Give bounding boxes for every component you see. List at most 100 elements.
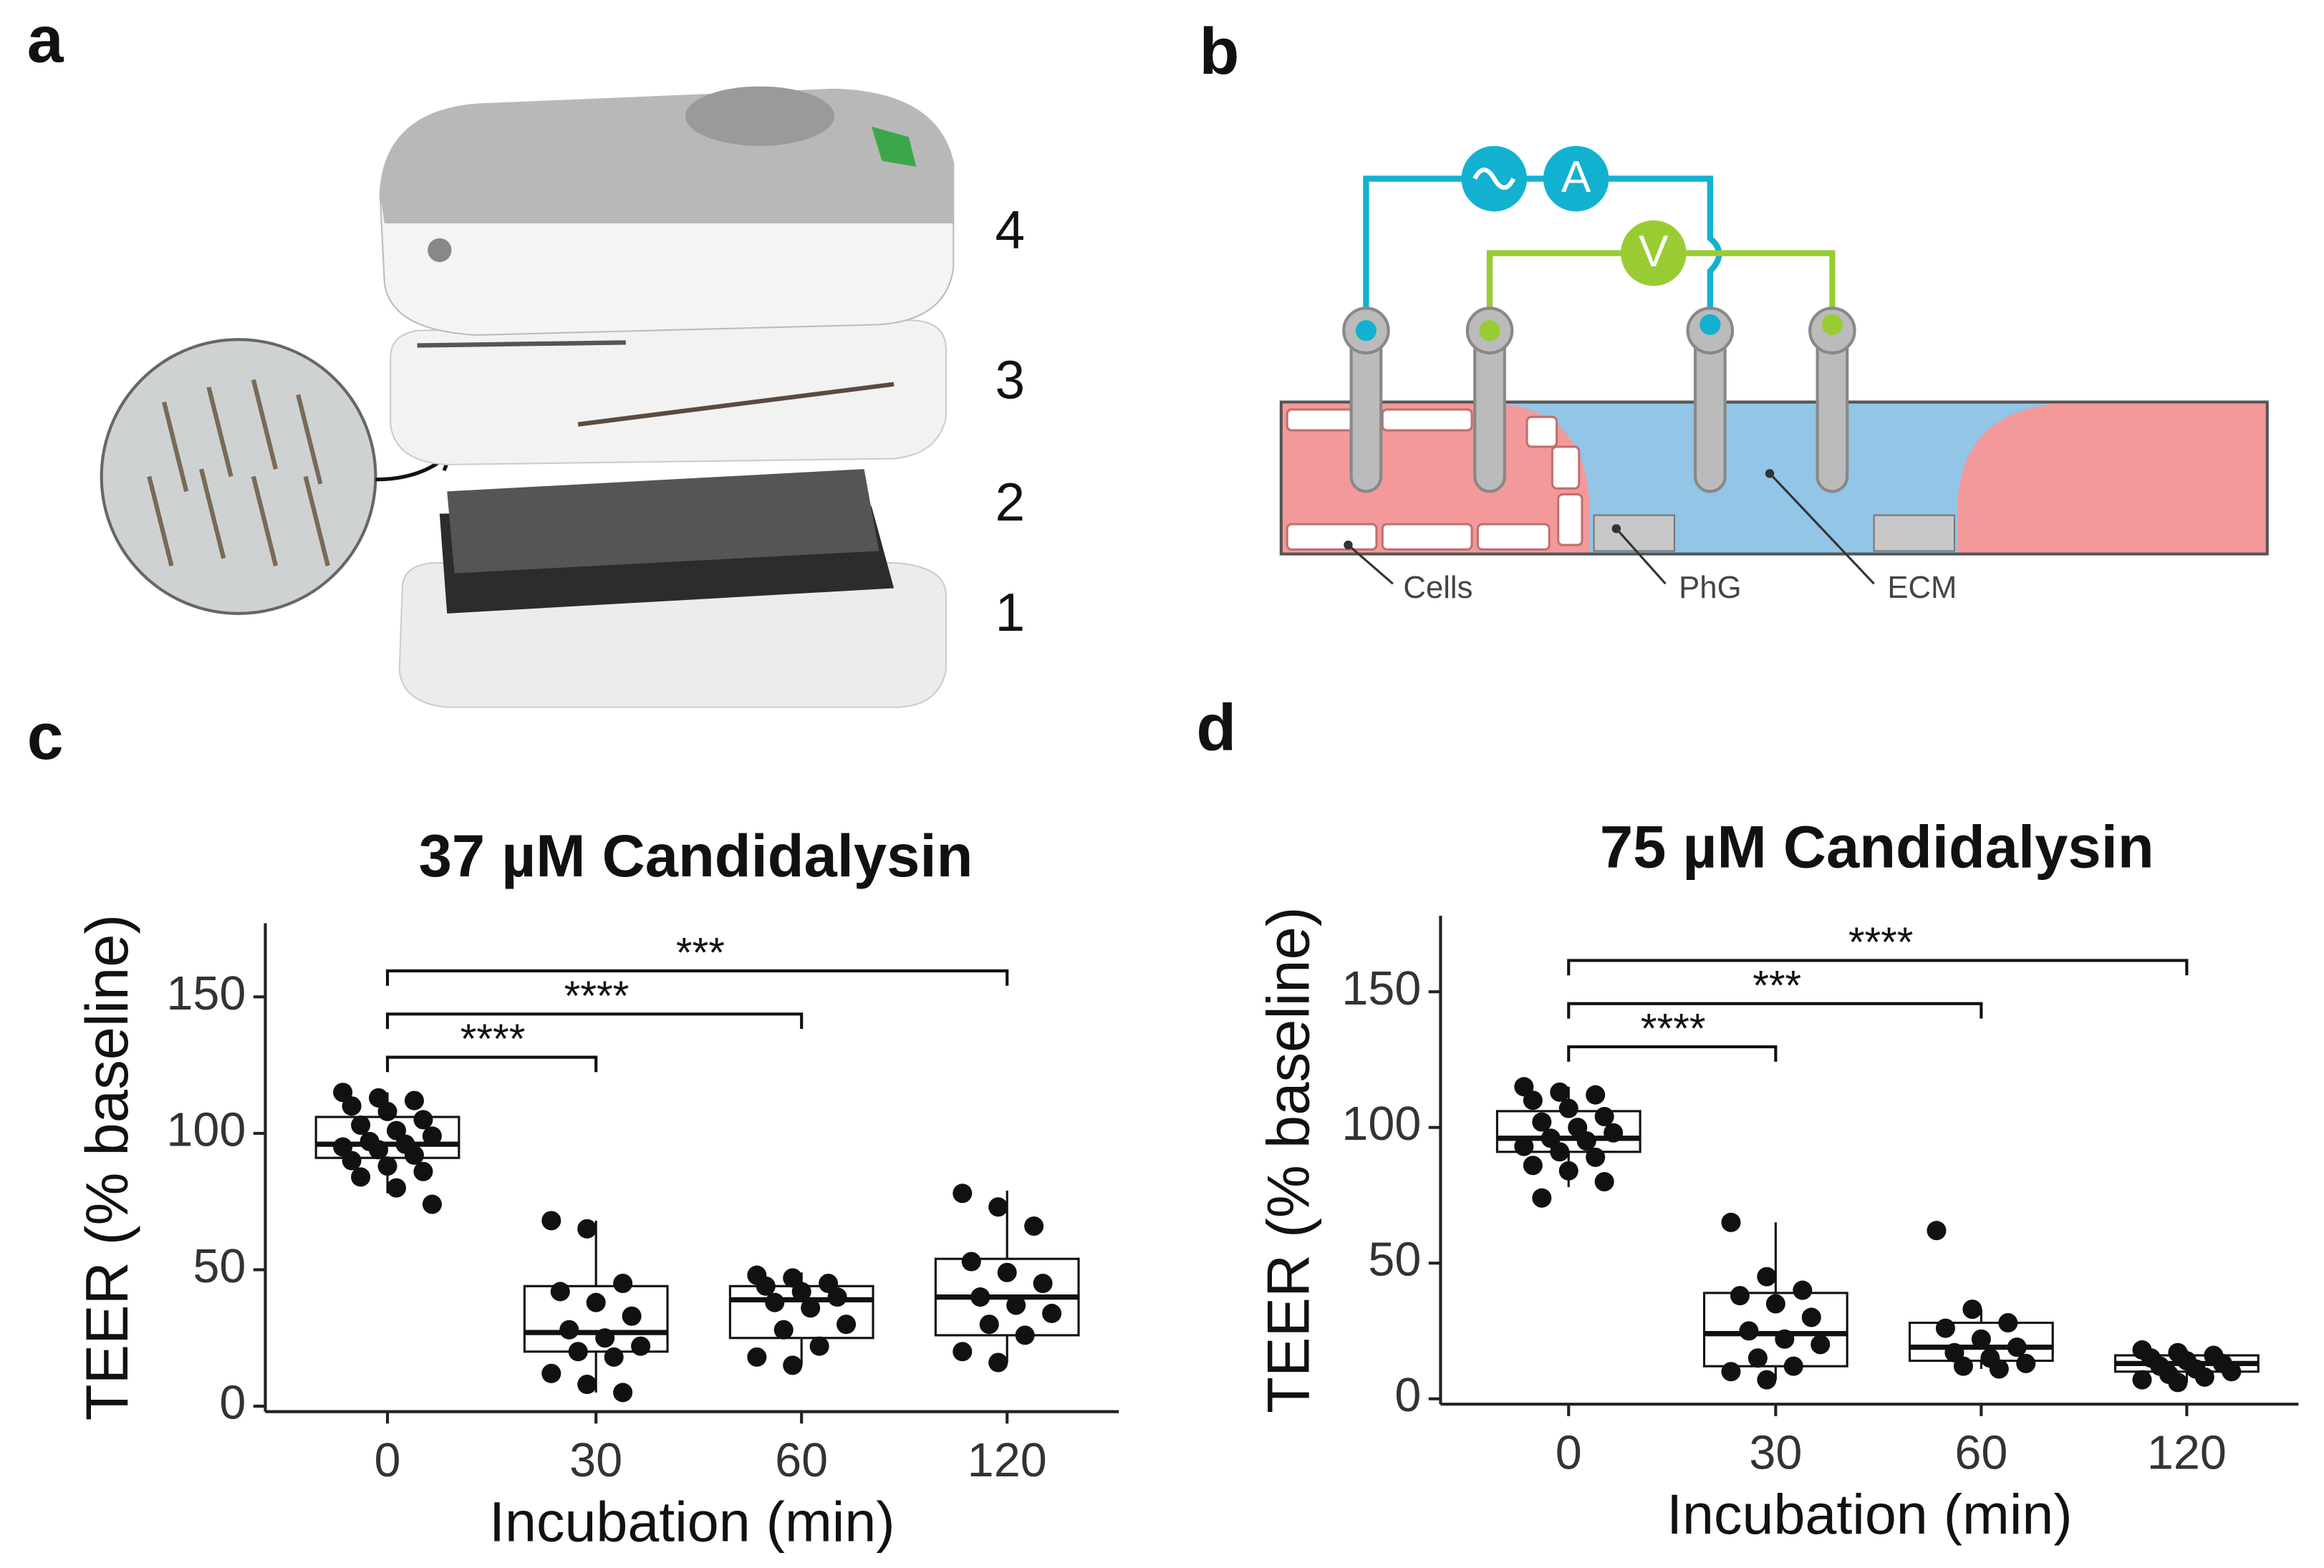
data-point — [404, 1145, 424, 1165]
data-point — [2132, 1370, 2152, 1390]
data-point — [2222, 1362, 2242, 1382]
data-point — [961, 1252, 981, 1272]
data-point — [351, 1115, 371, 1135]
x-tick-label: 30 — [1749, 1427, 1802, 1480]
data-point — [1523, 1090, 1543, 1110]
data-point — [1604, 1123, 1624, 1143]
data-point — [586, 1292, 606, 1312]
significance-bracket — [1567, 1045, 1778, 1062]
data-point — [819, 1273, 839, 1294]
data-point — [422, 1126, 442, 1146]
y-tick-label: 100 — [166, 1103, 246, 1156]
layer-label: 4 — [995, 199, 1026, 259]
data-point — [2194, 1367, 2214, 1387]
data-point — [1739, 1321, 1759, 1341]
data-point — [1594, 1171, 1614, 1191]
data-point — [1962, 1300, 1982, 1320]
significance-label: **** — [1848, 919, 1914, 966]
data-point — [1576, 1131, 1596, 1151]
data-point — [1523, 1156, 1543, 1176]
data-point — [422, 1194, 442, 1214]
x-tick-label: 60 — [1954, 1427, 2007, 1480]
data-point — [1757, 1267, 1777, 1287]
y-tick-label: 50 — [193, 1240, 246, 1293]
data-point — [953, 1184, 973, 1204]
y-tick-label: 100 — [1341, 1098, 1421, 1151]
y-tick-label: 50 — [1368, 1234, 1421, 1287]
data-point — [953, 1342, 973, 1362]
data-point — [801, 1298, 821, 1318]
data-point — [2007, 1337, 2027, 1358]
data-point — [1514, 1136, 1534, 1156]
data-point — [1042, 1303, 1062, 1323]
region-label: Cells — [1403, 570, 1472, 605]
data-point — [1953, 1356, 1973, 1376]
layer-label: 3 — [995, 349, 1026, 410]
data-point — [827, 1287, 847, 1307]
region-label: PhG — [1679, 570, 1741, 605]
data-point — [1586, 1085, 1606, 1105]
data-point — [979, 1315, 999, 1335]
chart-title: 37 µM Candidalysin — [419, 823, 973, 889]
panel-label: d — [1196, 691, 1236, 764]
data-point — [1532, 1188, 1552, 1208]
data-point — [2016, 1353, 2036, 1373]
data-point — [1765, 1294, 1785, 1314]
significance-bracket — [385, 1055, 598, 1073]
data-point — [1998, 1313, 2018, 1333]
data-point — [568, 1342, 588, 1362]
data-point — [404, 1090, 424, 1110]
data-point — [836, 1315, 857, 1335]
significance-label: **** — [1641, 1006, 1706, 1052]
significance-label: *** — [676, 930, 725, 977]
data-point — [1532, 1112, 1552, 1132]
data-point — [413, 1161, 433, 1181]
data-point — [783, 1355, 803, 1375]
box — [1702, 1292, 1848, 1368]
x-tick-label: 30 — [569, 1434, 622, 1487]
ammeter-label: A — [1561, 153, 1591, 202]
data-point — [386, 1178, 407, 1198]
data-point — [1927, 1221, 1947, 1241]
layer-label: 1 — [995, 582, 1026, 642]
voltmeter-label: V — [1639, 227, 1669, 276]
data-point — [377, 1101, 397, 1121]
data-point — [1971, 1329, 1991, 1349]
y-axis-label: TEER (% baseline) — [74, 914, 140, 1421]
significance-bracket — [385, 969, 1009, 986]
data-point — [1024, 1216, 1044, 1236]
significance-bracket — [1567, 959, 2189, 976]
data-point — [988, 1197, 1008, 1217]
data-point — [577, 1374, 597, 1395]
chart-title: 75 µM Candidalysin — [1600, 814, 2154, 881]
x-tick-label: 120 — [2147, 1427, 2227, 1480]
data-point — [747, 1347, 767, 1367]
data-point — [997, 1262, 1017, 1282]
data-point — [1594, 1106, 1614, 1127]
data-point — [1935, 1318, 1955, 1338]
significance-bracket — [385, 1012, 804, 1030]
data-point — [541, 1363, 561, 1383]
data-point — [369, 1088, 389, 1108]
data-point — [1730, 1286, 1750, 1306]
x-tick-label: 0 — [375, 1434, 401, 1487]
data-point — [604, 1347, 624, 1367]
significance-label: **** — [564, 973, 630, 1020]
significance-label: *** — [1752, 962, 1801, 1009]
data-point — [791, 1282, 811, 1302]
data-point — [1989, 1359, 2009, 1379]
data-point — [631, 1336, 651, 1356]
data-point — [970, 1287, 990, 1307]
data-point — [1747, 1348, 1768, 1368]
data-point — [809, 1336, 829, 1356]
data-point — [2168, 1373, 2188, 1393]
data-point — [613, 1383, 633, 1403]
data-point — [765, 1292, 785, 1312]
layer-label: 2 — [995, 472, 1026, 532]
y-tick-label: 150 — [166, 967, 246, 1020]
data-point — [1721, 1212, 1741, 1232]
significance-label: **** — [461, 1016, 526, 1063]
y-tick-label: 150 — [1341, 962, 1421, 1015]
data-point — [541, 1211, 561, 1231]
